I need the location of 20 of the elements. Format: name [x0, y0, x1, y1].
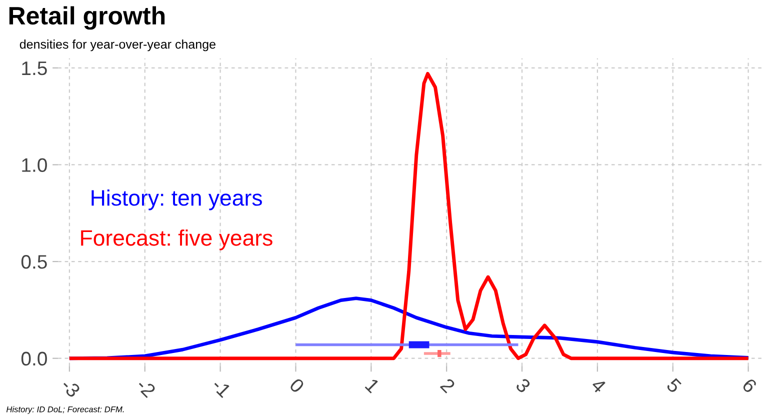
- y-tick-label: 0.0: [21, 352, 47, 366]
- text: History: ID DoL; Forecast: DFM.: [6, 406, 124, 414]
- x-tick-label: 0: [288, 377, 306, 394]
- chart-subtitle: densities for year-over-year change: [20, 40, 216, 52]
- text: Forecast: five years: [81, 230, 272, 250]
- x-tick-label: 5: [666, 378, 682, 394]
- x-tick-label: 1: [364, 378, 380, 394]
- x-tick-label: 6: [741, 378, 758, 394]
- x-tick-label: 2: [440, 378, 456, 394]
- line-series: [68, 72, 750, 360]
- x-tick-label: -1: [211, 378, 232, 398]
- text: History: ten years: [92, 189, 262, 210]
- x-tick-label: 3: [515, 377, 532, 394]
- y-tick-label: 1.5: [22, 62, 47, 76]
- x-tick-label: -2: [136, 377, 156, 398]
- y-tick-label: 0.5: [21, 255, 47, 269]
- y-tick-label: 1.0: [22, 158, 47, 172]
- x-tick-label: -3: [60, 377, 81, 398]
- x-tick-label: 4: [590, 377, 607, 394]
- chart-title: Retail growth: [9, 6, 165, 30]
